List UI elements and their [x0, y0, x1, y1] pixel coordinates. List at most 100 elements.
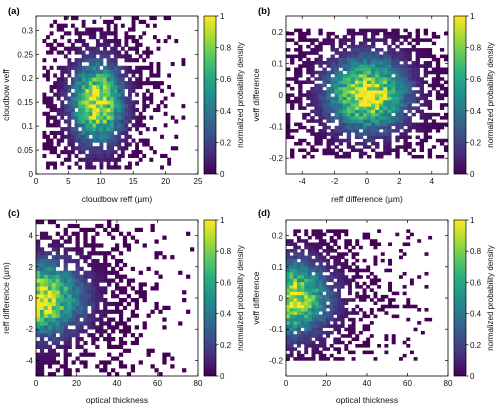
- heatmap-cell: [36, 239, 41, 244]
- heatmap-cell: [55, 247, 60, 252]
- heatmap-cell: [59, 321, 64, 326]
- heatmap-cell: [318, 112, 323, 117]
- heatmap-cell: [99, 294, 104, 299]
- heatmap-cell: [383, 109, 388, 114]
- heatmap-cell: [403, 51, 408, 55]
- heatmap-cell: [395, 119, 400, 123]
- heatmap-cell: [403, 80, 408, 84]
- heatmap-cell: [318, 239, 323, 243]
- heatmap-cell: [399, 57, 404, 62]
- heatmap-cell: [423, 54, 429, 59]
- heatmap-cell: [350, 109, 356, 114]
- heatmap-cell: [311, 281, 316, 286]
- y-tick-label: 0: [279, 294, 284, 303]
- heatmap-cell: [146, 352, 151, 357]
- axis-ticks: 0 20 40 60 80-0.2-0.100.10.2: [269, 220, 453, 388]
- heatmap-cell: [83, 329, 88, 334]
- heatmap-cell: [355, 294, 360, 299]
- heatmap-cell: [71, 298, 76, 303]
- heatmap-cell: [367, 106, 372, 110]
- heatmap-cell: [75, 317, 80, 322]
- heatmap-cell: [315, 327, 320, 332]
- heatmap-cell: [399, 48, 404, 52]
- heatmap-cell: [407, 99, 412, 104]
- heatmap-cell: [326, 304, 331, 309]
- heatmap-cell: [427, 48, 433, 52]
- heatmap-cell: [403, 83, 408, 88]
- heatmap-cell: [326, 314, 331, 319]
- heatmap-cell: [88, 35, 93, 40]
- heatmap-cell: [395, 314, 400, 319]
- heatmap-cell: [51, 356, 57, 361]
- heatmap-cell: [354, 116, 360, 120]
- x-tick-label: 10: [96, 177, 105, 186]
- heatmap-cell: [118, 266, 124, 271]
- axis-ticks: -4 -2 0 2 4-0.2-0.100.10.2: [269, 16, 448, 186]
- heatmap-cell: [367, 61, 372, 65]
- heatmap-cell: [95, 243, 100, 248]
- heatmap-cell: [110, 58, 115, 63]
- x-axis-label: reff difference (µm): [331, 194, 403, 204]
- heatmap-cell: [118, 337, 124, 342]
- heatmap-cell: [322, 268, 327, 273]
- heatmap-cell: [156, 38, 161, 44]
- heatmap-cell: [75, 305, 80, 310]
- heatmap-cell: [333, 298, 338, 302]
- heatmap-cell: [318, 340, 323, 345]
- heatmap-cell: [286, 357, 290, 361]
- heatmap-cell: [138, 270, 143, 275]
- heatmap-cell: [304, 301, 309, 306]
- heatmap-cell: [95, 104, 100, 109]
- heatmap-cell: [286, 48, 291, 52]
- heatmap-cell: [99, 270, 104, 275]
- heatmap-cell: [371, 99, 376, 104]
- heatmap-cell: [346, 73, 352, 78]
- heatmap-cell: [304, 344, 309, 348]
- heatmap-cell: [354, 96, 360, 101]
- heatmap-cell: [399, 67, 404, 72]
- heatmap-cell: [74, 92, 79, 97]
- panel-letter: (b): [258, 6, 270, 17]
- heatmap-cell: [300, 294, 305, 299]
- heatmap-cell: [419, 80, 424, 84]
- heatmap-cell: [338, 132, 343, 136]
- heatmap-cell: [407, 70, 412, 75]
- heatmap-cell: [387, 138, 392, 143]
- heatmap-cell: [47, 325, 53, 330]
- heatmap-cell: [387, 96, 392, 101]
- heatmap-cell: [318, 106, 323, 110]
- heatmap-cell: [51, 274, 57, 279]
- heatmap-cell: [63, 65, 68, 70]
- heatmap-cell: [49, 23, 54, 28]
- heatmap-cell: [170, 146, 175, 151]
- heatmap-cell: [379, 122, 384, 127]
- heatmap-cell: [74, 46, 79, 51]
- heatmap-cell: [391, 304, 396, 309]
- heatmap-cell: [95, 262, 100, 268]
- heatmap-cell: [75, 313, 80, 318]
- heatmap-cell: [354, 119, 360, 123]
- heatmap-cell: [107, 301, 112, 307]
- heatmap-cell: [63, 305, 68, 310]
- heatmap-cell: [289, 334, 294, 338]
- heatmap-cell: [310, 48, 315, 52]
- heatmap-cell: [296, 357, 301, 361]
- heatmap-cell: [63, 317, 68, 322]
- heatmap-cell: [367, 67, 372, 72]
- heatmap-cell: [387, 67, 392, 72]
- heatmap-cell: [391, 337, 396, 342]
- heatmap-cell: [167, 157, 172, 162]
- heatmap-cell: [71, 278, 76, 283]
- heatmap-cell: [286, 265, 290, 269]
- heatmap-cell: [329, 288, 334, 292]
- heatmap-cell: [366, 285, 371, 289]
- heatmap-cell: [135, 77, 139, 82]
- heatmap-cell: [286, 77, 291, 81]
- x-tick-label: 2: [397, 177, 402, 186]
- heatmap-cell: [338, 86, 343, 91]
- heatmap-cell: [120, 54, 125, 59]
- heatmap-cell: [42, 130, 47, 136]
- heatmap-cell: [322, 148, 327, 153]
- heatmap-cell: [334, 64, 339, 68]
- heatmap-cell: [326, 285, 331, 289]
